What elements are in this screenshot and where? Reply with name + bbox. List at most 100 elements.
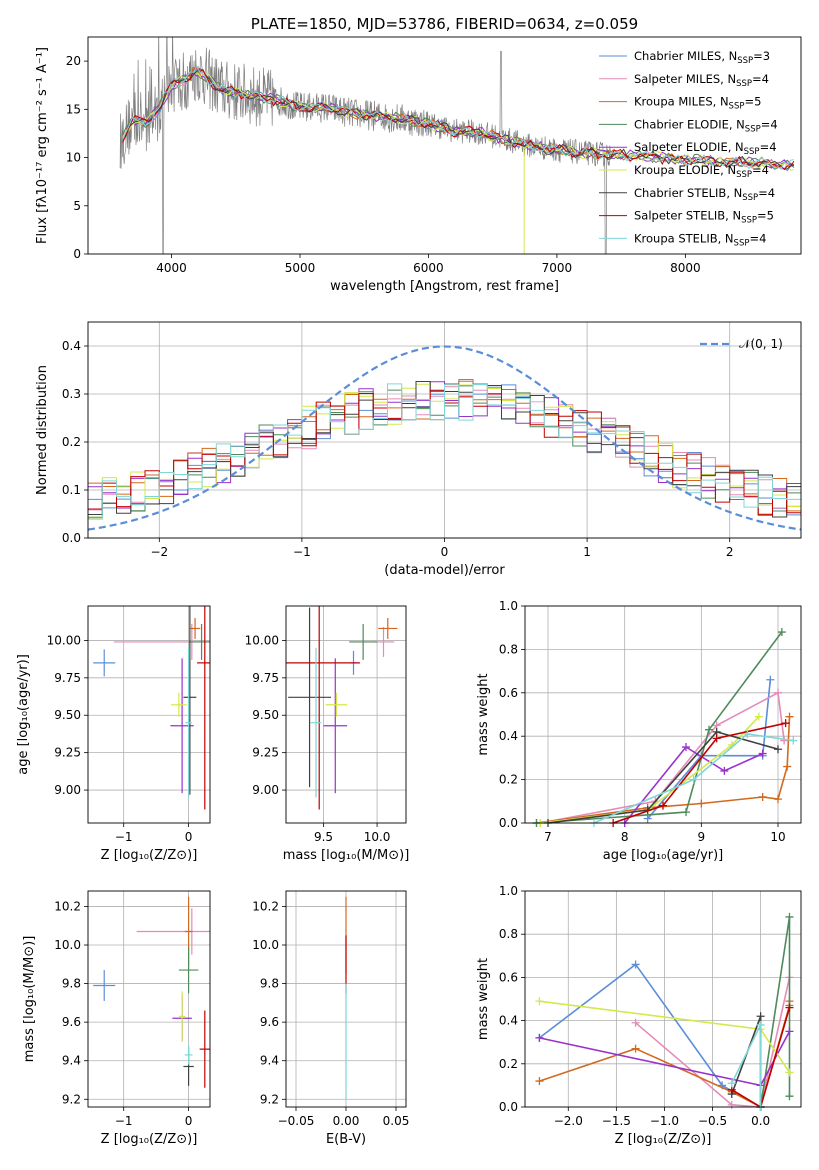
x-tick-label: 7 <box>544 830 552 844</box>
y-tick-label: 9.2 <box>260 1092 279 1106</box>
mass-weight-point <box>774 688 782 697</box>
x-tick-label: −1 <box>115 830 133 844</box>
mass-weight-point <box>697 799 706 808</box>
x-tick-label: 1 <box>583 545 591 559</box>
mass-weight-point <box>535 1077 544 1086</box>
x-tick-label: 9.5 <box>314 830 333 844</box>
panel-6: −1 0 9.2 9.4 9.6 9.8 10.0 10.2 Z [log₁₀(Z/Z⊙)] ma… <box>22 890 211 1147</box>
axes-frame <box>87 890 211 1108</box>
chart-title: PLATE=1850, MJD=53786, FIBERID=0634, z=0… <box>251 15 638 33</box>
y-tick-label: 20 <box>66 54 81 68</box>
y-axis-label: age [log₁₀(age/yr)] <box>16 654 31 775</box>
y-axis-label: Normed distribution <box>35 365 50 495</box>
y-tick-label: 10.0 <box>54 938 81 952</box>
y-tick-label: 10.00 <box>47 633 81 647</box>
legend-value: =4 <box>761 117 778 131</box>
x-tick-label: 4000 <box>156 261 187 275</box>
y-tick-label: 5 <box>73 199 81 213</box>
y-tick-label: 0.2 <box>499 773 518 787</box>
x-axis-label: (data-model)/error <box>384 563 505 578</box>
mass-weight-point <box>631 1018 640 1027</box>
panel-7: −0.05 0.00 0.05 9.2 9.4 9.6 9.8 10.0 10.2 E(B-V) <box>252 890 409 1147</box>
legend-subscript: SSP <box>745 124 761 134</box>
legend-entry: Chabrier MILES, NSSP=3 <box>634 49 770 66</box>
legend-subscript: SSP <box>742 193 758 203</box>
x-tick-label: 8 <box>621 830 629 844</box>
mass-weight-point <box>785 1068 794 1077</box>
x-tick-label: −1.5 <box>602 1114 631 1128</box>
mass-weight-point <box>758 749 767 758</box>
mass-weight-point <box>754 712 763 721</box>
x-tick-label: −0.05 <box>278 1114 315 1128</box>
axes-frame <box>285 605 407 824</box>
mass-weight-point <box>659 801 667 810</box>
y-tick-label: 0.4 <box>62 339 81 353</box>
y-axis-label: mass weight <box>476 958 491 1040</box>
legend-subscript: SSP <box>737 56 753 66</box>
x-tick-label: 10 <box>770 830 785 844</box>
panel-3: −1 0 9.00 9.25 9.50 9.75 10.00 Z [log₁₀(Z/Z⊙)] a… <box>16 605 211 863</box>
legend-entry: Salpeter STELIB, NSSP=5 <box>634 209 774 226</box>
y-axis-label: Flux [fλ10⁻¹⁷ erg cm⁻² s⁻¹ A⁻¹] <box>35 47 50 244</box>
model-spectrum <box>122 68 795 170</box>
mass-weight-point <box>785 1092 794 1101</box>
y-tick-label: 0.8 <box>499 642 518 656</box>
residual-histogram <box>88 383 801 520</box>
mass-weight-point <box>631 1044 640 1053</box>
mass-weight-point <box>727 1079 736 1088</box>
x-tick-label: −1 <box>115 1114 133 1128</box>
x-tick-label: 0.00 <box>333 1114 360 1128</box>
y-tick-label: 0.2 <box>62 435 81 449</box>
y-tick-label: 9.50 <box>54 708 81 722</box>
legend-subscript: SSP <box>729 102 745 112</box>
legend-value: =4 <box>752 72 769 86</box>
mass-weight-point <box>689 775 698 784</box>
panel-8: −2.0 −1.5 −1.0 −0.5 0.0 0.0 0.2 0.4 0.6 0.8 1.0 Z [… <box>476 884 802 1147</box>
y-tick-label: 10 <box>66 151 81 165</box>
x-axis-label: Z [log₁₀(Z/Z⊙)] <box>615 1132 712 1147</box>
x-axis-label: Z [log₁₀(Z/Z⊙)] <box>101 1132 198 1147</box>
data-spectrum <box>119 37 612 254</box>
legend-value: =4 <box>749 231 766 245</box>
y-tick-label: 0 <box>73 247 81 261</box>
x-tick-label: 5000 <box>285 261 316 275</box>
mass-weight-point <box>780 736 789 745</box>
axes-frame <box>87 605 211 824</box>
x-tick-label: −2 <box>150 545 168 559</box>
mass-weight-point <box>535 997 544 1006</box>
y-tick-label: 10.0 <box>252 938 279 952</box>
x-tick-label: 6000 <box>413 261 444 275</box>
mass-weight-point <box>643 814 652 823</box>
legend-subscript: SSP <box>741 216 757 226</box>
mass-weight-point <box>727 1100 736 1109</box>
mass-weight-point <box>705 725 713 734</box>
y-tick-label: 0.3 <box>62 387 81 401</box>
y-tick-label: 10.00 <box>245 633 279 647</box>
legend-entry: Chabrier STELIB, NSSP=4 <box>634 186 775 203</box>
legend-entry: Salpeter ELODIE, NSSP=4 <box>634 140 777 157</box>
legend-entry: Kroupa STELIB, NSSP=4 <box>634 231 766 248</box>
y-tick-label: 9.8 <box>62 977 81 991</box>
axes-frame <box>87 321 802 539</box>
x-axis-label: wavelength [Angstrom, rest frame] <box>330 279 559 294</box>
y-tick-label: 9.6 <box>260 1015 279 1029</box>
mass-weight-point <box>682 743 690 752</box>
mass-weight-line <box>540 691 785 823</box>
y-tick-label: 9.75 <box>252 671 279 685</box>
y-tick-label: 0.2 <box>499 1057 518 1071</box>
y-tick-label: 0.4 <box>499 729 518 743</box>
panel-2: −2 −1 0 1 2 0.0 0.1 0.2 0.3 0.4 (data-model)/error… <box>35 321 802 578</box>
mass-weight-point <box>720 766 729 775</box>
mass-weight-point <box>766 675 775 684</box>
y-tick-label: 9.6 <box>62 1015 81 1029</box>
mass-weight-point <box>785 1027 794 1036</box>
legend-entry: Salpeter MILES, NSSP=4 <box>634 72 769 89</box>
panel-4: 9.5 10.0 9.00 9.25 9.50 9.75 10.00 mass [log₁₀(… <box>245 605 410 863</box>
x-axis-label: mass [log₁₀(M/M⊙)] <box>283 848 410 863</box>
legend-entry: Kroupa ELODIE, NSSP=4 <box>634 163 769 180</box>
axes-frame <box>285 890 407 1108</box>
mass-weight-point <box>774 795 782 804</box>
legend-value: =3 <box>753 49 770 63</box>
mass-weight-point <box>631 960 640 969</box>
legend-value: =5 <box>757 209 774 223</box>
